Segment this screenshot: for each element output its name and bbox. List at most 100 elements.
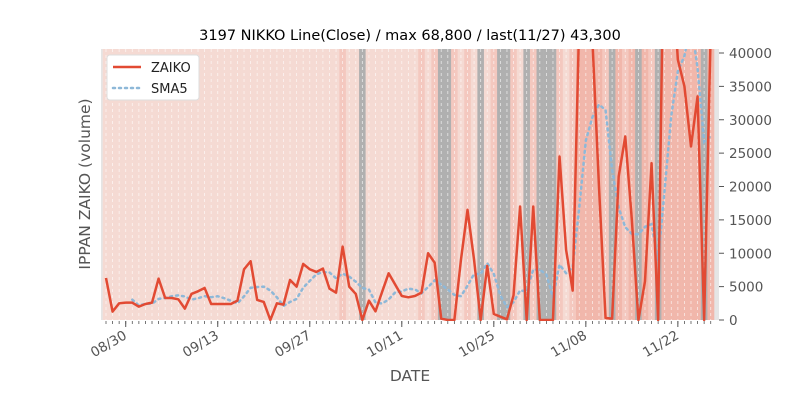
- day-band: [503, 49, 511, 320]
- day-band: [549, 49, 557, 320]
- day-band: [359, 49, 366, 320]
- day-band: [562, 49, 570, 320]
- day-band: [175, 49, 182, 320]
- day-band: [286, 49, 294, 320]
- legend-zaiko-label: ZAIKO: [151, 61, 191, 76]
- day-band: [267, 49, 274, 320]
- day-band: [687, 49, 695, 320]
- day-band: [483, 49, 491, 320]
- day-band: [424, 49, 432, 320]
- y-tick-label: 10000: [729, 246, 772, 262]
- day-band: [240, 49, 248, 320]
- day-band: [405, 49, 412, 320]
- day-band: [168, 49, 176, 320]
- day-band: [102, 49, 110, 320]
- day-band: [621, 49, 629, 320]
- y-tick-label: 5000: [729, 280, 763, 296]
- day-band: [635, 49, 642, 320]
- day-band: [700, 49, 708, 320]
- day-band: [293, 49, 301, 320]
- day-band: [543, 49, 550, 320]
- day-band: [273, 49, 281, 320]
- day-band: [490, 49, 498, 320]
- day-band: [418, 49, 426, 320]
- day-band: [345, 49, 353, 320]
- day-band: [602, 49, 610, 320]
- day-band: [654, 49, 662, 320]
- day-band: [313, 49, 320, 320]
- day-band: [444, 49, 452, 320]
- day-band: [464, 49, 472, 320]
- day-band: [260, 49, 268, 320]
- day-band: [332, 49, 340, 320]
- y-tick-label: 20000: [729, 180, 772, 196]
- day-band: [497, 49, 504, 320]
- day-band: [569, 49, 577, 320]
- day-band: [115, 49, 123, 320]
- day-band: [378, 49, 386, 320]
- day-band: [470, 49, 478, 320]
- day-band: [214, 49, 222, 320]
- y-tick-label: 25000: [729, 146, 772, 162]
- day-band: [516, 49, 524, 320]
- day-band: [536, 49, 544, 320]
- x-tick-label: 10/11: [364, 328, 406, 361]
- chart-title: 3197 NIKKO Line(Close) / max 68,800 / la…: [199, 28, 621, 44]
- day-band: [707, 49, 715, 320]
- day-band: [628, 49, 636, 320]
- y-tick-label: 15000: [729, 213, 772, 229]
- day-band: [221, 49, 228, 320]
- day-band: [352, 49, 360, 320]
- day-band: [398, 49, 406, 320]
- day-band: [457, 49, 465, 320]
- day-band: [694, 49, 702, 320]
- day-band: [667, 49, 675, 320]
- day-band: [437, 49, 445, 320]
- y-tick-label: 30000: [729, 113, 772, 129]
- x-tick-label: 09/27: [272, 328, 314, 361]
- legend: ZAIKO SMA5: [106, 54, 200, 101]
- day-band: [181, 49, 189, 320]
- day-band: [207, 49, 215, 320]
- day-band: [582, 49, 590, 320]
- day-bands: [102, 49, 715, 320]
- day-band: [451, 49, 458, 320]
- x-axis-label: DATE: [390, 367, 430, 385]
- day-band: [674, 49, 682, 320]
- y-tick-label: 0: [729, 313, 738, 329]
- day-band: [122, 49, 130, 320]
- legend-sma5-label: SMA5: [151, 82, 188, 97]
- day-band: [253, 49, 261, 320]
- day-band: [161, 49, 169, 320]
- day-band: [188, 49, 196, 320]
- day-band: [155, 49, 163, 320]
- day-band: [385, 49, 393, 320]
- x-tick-label: 11/08: [548, 328, 590, 361]
- x-tick-label: 10/25: [456, 328, 498, 361]
- y-axis-label: IPPAN ZAIKO (volume): [76, 98, 94, 269]
- day-band: [529, 49, 537, 320]
- day-band: [372, 49, 380, 320]
- day-band: [608, 49, 616, 320]
- x-tick-label: 09/13: [180, 328, 222, 361]
- day-band: [109, 49, 117, 320]
- day-band: [523, 49, 531, 320]
- y-tick-label: 40000: [729, 46, 772, 62]
- day-band: [477, 49, 485, 320]
- day-band: [135, 49, 143, 320]
- day-band: [575, 49, 583, 320]
- day-band: [194, 49, 202, 320]
- day-band: [234, 49, 242, 320]
- day-band: [201, 49, 209, 320]
- day-band: [641, 49, 649, 320]
- day-band: [319, 49, 327, 320]
- day-band: [299, 49, 307, 320]
- x-axis: 08/30 09/13 09/27 10/11 10/25 11/08 11/22: [88, 321, 712, 361]
- day-band: [411, 49, 419, 320]
- zaiko-line: [104, 49, 712, 321]
- day-band: [142, 49, 150, 320]
- day-band: [556, 49, 564, 320]
- day-band: [227, 49, 235, 320]
